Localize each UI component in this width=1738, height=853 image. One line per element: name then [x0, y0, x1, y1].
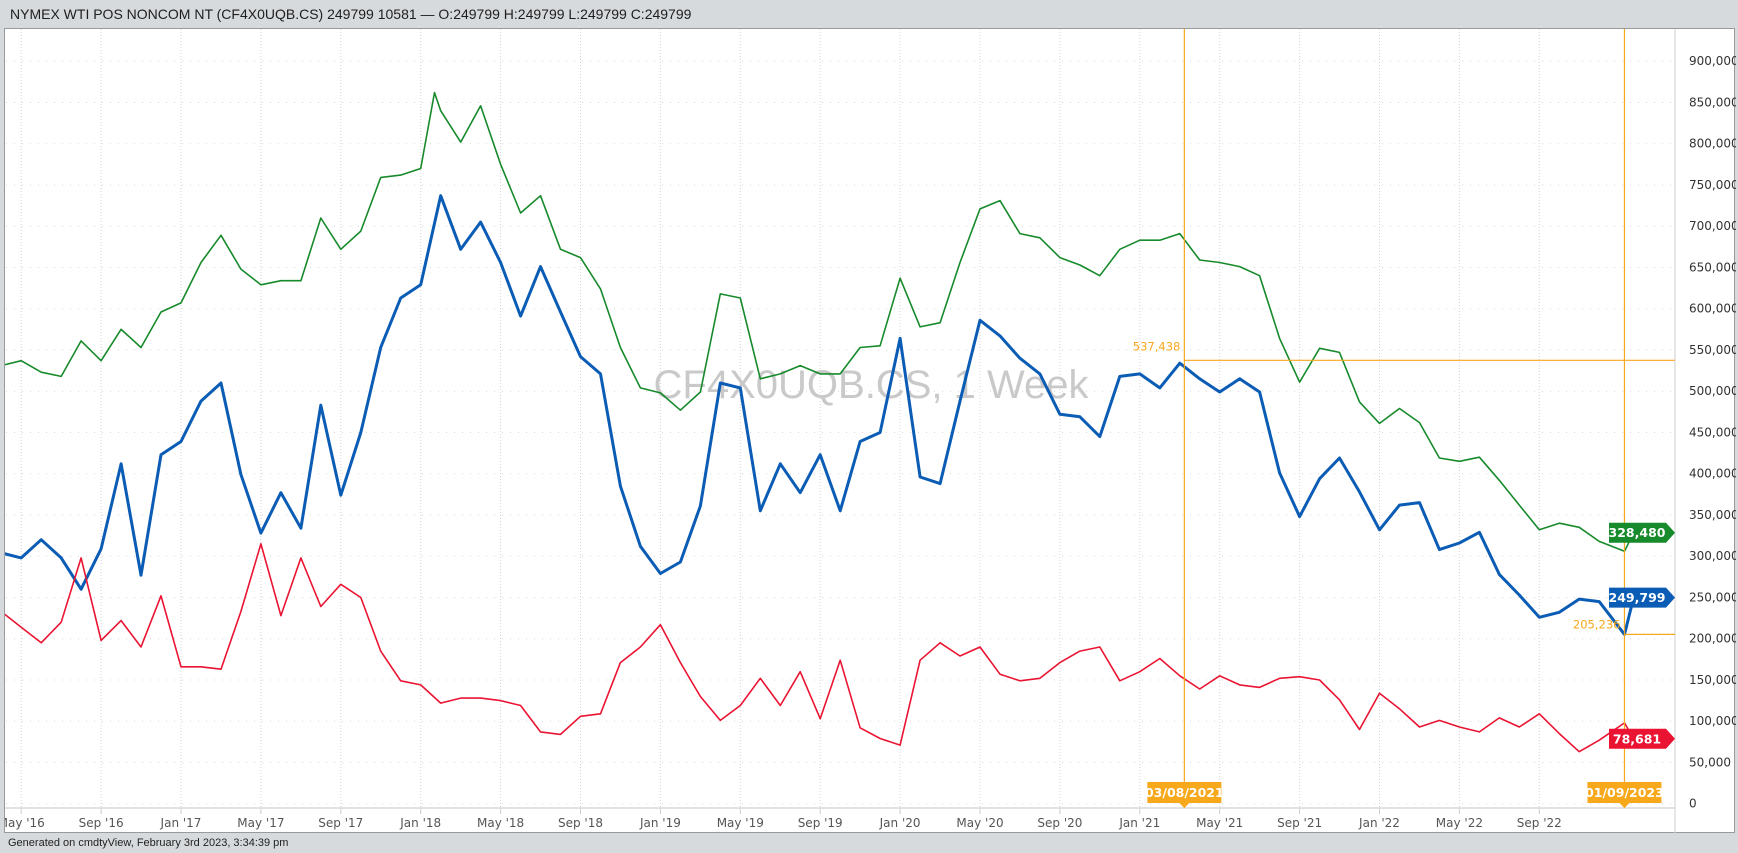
chart-panel[interactable]: CF4X0UQB.CS, 1 Week 0 50,000 100,000 150,00…	[4, 28, 1736, 834]
x-tick-label: Sep '16	[79, 816, 124, 830]
y-tick-label: 150,000	[1689, 673, 1736, 687]
last-value-badge	[1609, 728, 1675, 749]
y-tick-label: 450,000	[1689, 425, 1736, 439]
footer-generated: Generated on cmdtyView, February 3rd 202…	[8, 837, 289, 849]
x-tick-label: May '20	[956, 816, 1003, 830]
price-chart[interactable]: CF4X0UQB.CS, 1 Week 050,000100,000150,00…	[5, 29, 1736, 834]
gridlines	[6, 29, 1675, 808]
last-value-badge	[1609, 522, 1675, 543]
x-tick-label: Sep '21	[1277, 816, 1322, 830]
x-tick-label: Jan '20	[879, 816, 921, 830]
y-tick-label: 800,000	[1689, 137, 1736, 151]
crosshair-value-label: 205,236	[1573, 617, 1621, 631]
x-tick-label: May '22	[1436, 816, 1483, 830]
x-tick-label: Sep '19	[798, 816, 843, 830]
crosshair-date-pointer	[1619, 803, 1630, 808]
crosshair-date-badge	[1587, 782, 1662, 803]
y-tick-label: 650,000	[1689, 260, 1736, 274]
last-value-label: 78,681	[1613, 731, 1661, 746]
x-tick-label: Jan '21	[1118, 816, 1160, 830]
crosshair-date-label: 01/09/2023	[1585, 785, 1664, 800]
x-tick-label: May '17	[237, 816, 284, 830]
last-value-badges: 328,480 249,799 78,681	[1609, 522, 1675, 749]
x-tick-label: May '19	[717, 816, 764, 830]
y-tick-label: 300,000	[1689, 549, 1736, 563]
x-tick-label: May '21	[1196, 816, 1243, 830]
y-tick-label: 500,000	[1689, 384, 1736, 398]
x-tick-label: Jan '18	[399, 816, 441, 830]
last-value-badge	[1609, 587, 1675, 608]
last-value-label: 249,799	[1609, 590, 1666, 605]
y-tick-label: 50,000	[1689, 755, 1731, 769]
crosshair-date-label: 03/08/2021	[1145, 785, 1224, 800]
y-tick-label: 350,000	[1689, 508, 1736, 522]
x-tick-label: Sep '20	[1037, 816, 1082, 830]
x-tick-label: Jan '19	[639, 816, 681, 830]
x-tick-label: Sep '17	[318, 816, 363, 830]
crosshair-date-badge	[1147, 782, 1222, 803]
series-line-3	[5, 543, 1635, 753]
chart-title: NYMEX WTI POS NONCOM NT (CF4X0UQB.CS) 24…	[10, 6, 692, 22]
x-tick-label: Sep '18	[558, 816, 603, 830]
series-line-1	[5, 91, 1635, 553]
y-tick-label: 0	[1689, 797, 1697, 811]
series-line-2	[5, 194, 1636, 636]
y-tick-label: 900,000	[1689, 54, 1736, 68]
series-lines	[5, 91, 1636, 753]
y-tick-label: 850,000	[1689, 95, 1736, 109]
last-value-label: 328,480	[1609, 525, 1666, 540]
y-tick-label: 250,000	[1689, 590, 1736, 604]
y-tick-label: 100,000	[1689, 714, 1736, 728]
crosshair-value-label: 537,438	[1133, 339, 1181, 353]
axes: 0 50,000 100,000 150,000 200,000 250,000 300,0…	[5, 29, 1736, 834]
x-tick-label: May '16	[5, 816, 45, 830]
x-tick-label: Jan '17	[160, 816, 202, 830]
y-tick-label: 550,000	[1689, 343, 1736, 357]
y-tick-label: 700,000	[1689, 219, 1736, 233]
x-tick-label: Sep '22	[1517, 816, 1562, 830]
crosshairs: 537,438 03/08/2021 205,236 01/09/2023	[1133, 29, 1675, 808]
x-tick-label: Jan '22	[1358, 816, 1400, 830]
crosshair-date-pointer	[1179, 803, 1190, 808]
y-tick-label: 400,000	[1689, 467, 1736, 481]
y-tick-label: 600,000	[1689, 302, 1736, 316]
y-tick-label: 200,000	[1689, 632, 1736, 646]
y-tick-label: 750,000	[1689, 178, 1736, 192]
x-tick-label: May '18	[477, 816, 524, 830]
